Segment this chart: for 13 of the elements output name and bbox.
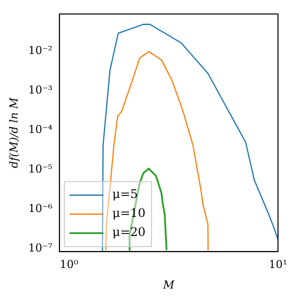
y-axis-title: df(M)/d ln M (7, 96, 20, 168)
x-tick-label: 10¹ (268, 258, 288, 272)
y-tick-label: 10⁻⁴ (28, 122, 53, 136)
y-tick-label: 10⁻⁵ (28, 162, 52, 176)
y-tick-label: 10⁻⁶ (28, 202, 53, 215)
x-axis-title: M (162, 278, 176, 292)
x-tick-label: 10⁰ (60, 258, 79, 272)
y-tick-label: 10⁻² (28, 44, 52, 57)
y-tick-label: 10⁻³ (28, 83, 52, 96)
legend-label: μ=20 (112, 225, 146, 240)
y-tick-label: 10⁻⁷ (28, 241, 53, 254)
legend-label: μ=5 (112, 187, 138, 202)
legend-label: μ=10 (112, 206, 146, 220)
